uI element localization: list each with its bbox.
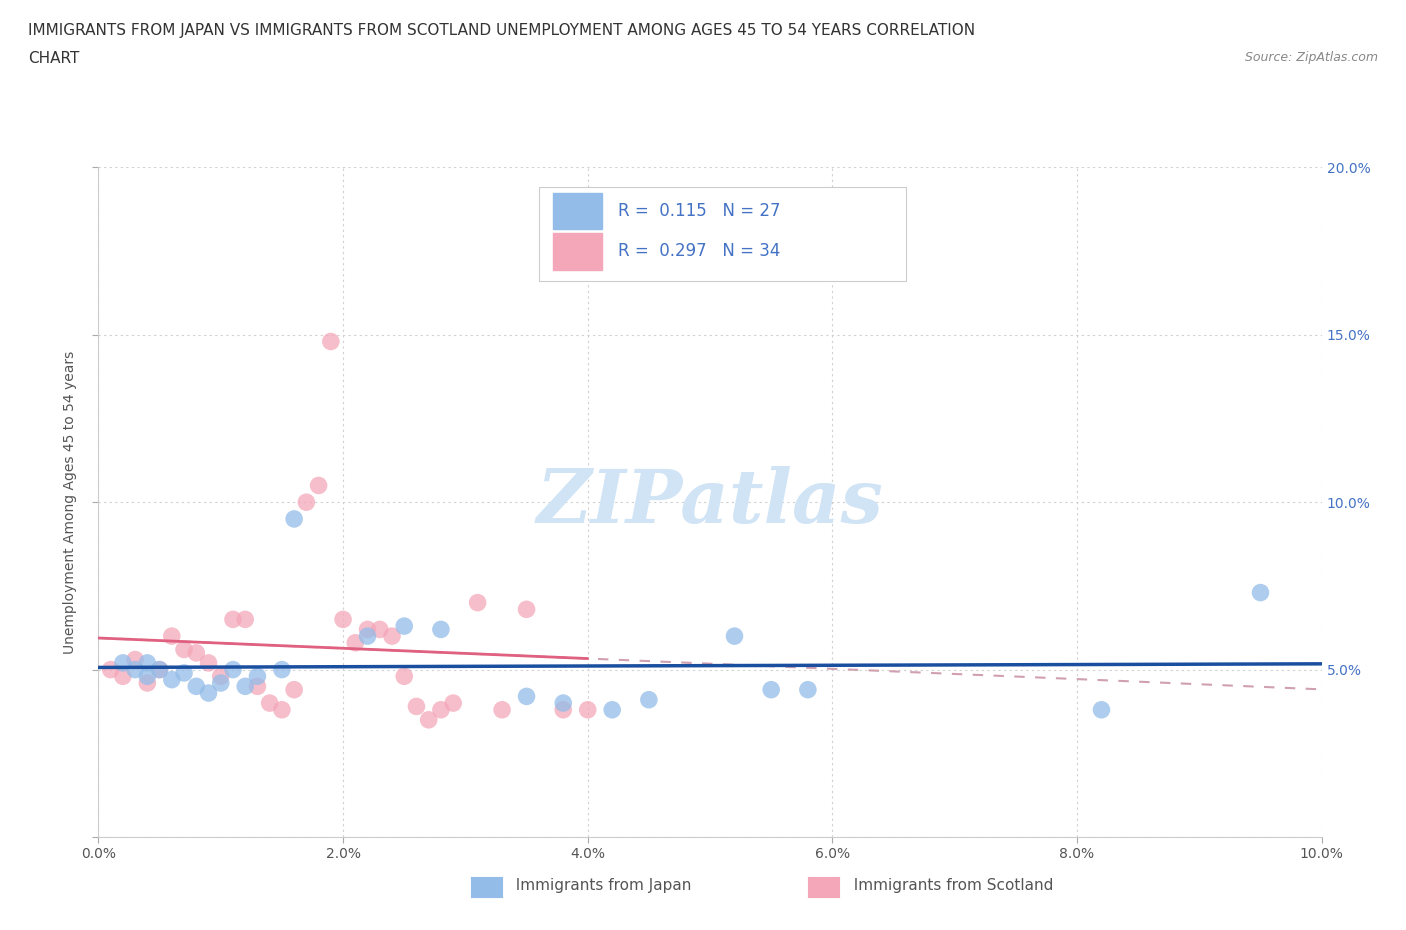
FancyBboxPatch shape	[554, 193, 602, 230]
Point	[173, 666, 195, 681]
Point	[430, 702, 453, 717]
Point	[111, 669, 134, 684]
Point	[1249, 585, 1271, 600]
Point	[270, 702, 292, 717]
Point	[491, 702, 513, 717]
Point	[100, 662, 122, 677]
Text: R =  0.115   N = 27: R = 0.115 N = 27	[619, 202, 780, 219]
Point	[197, 656, 219, 671]
Point	[319, 334, 342, 349]
Text: Source: ZipAtlas.com: Source: ZipAtlas.com	[1244, 51, 1378, 64]
Point	[246, 669, 269, 684]
Point	[430, 622, 453, 637]
Point	[356, 622, 378, 637]
Point	[797, 683, 820, 698]
Text: R =  0.297   N = 34: R = 0.297 N = 34	[619, 242, 780, 260]
Point	[381, 629, 404, 644]
Point	[124, 662, 146, 677]
Text: Immigrants from Japan: Immigrants from Japan	[506, 878, 692, 893]
Point	[136, 656, 159, 671]
Point	[233, 679, 256, 694]
Point	[209, 675, 232, 690]
Point	[233, 612, 256, 627]
Point	[516, 689, 538, 704]
Point	[332, 612, 354, 627]
Point	[405, 699, 427, 714]
Point	[723, 629, 745, 644]
Point	[467, 595, 489, 610]
Point	[270, 662, 292, 677]
Point	[259, 696, 281, 711]
Text: CHART: CHART	[28, 51, 80, 66]
Point	[136, 675, 159, 690]
Point	[186, 679, 208, 694]
Point	[1090, 702, 1112, 717]
Point	[308, 478, 330, 493]
Point	[209, 669, 232, 684]
Point	[759, 683, 782, 698]
Text: ZIPatlas: ZIPatlas	[537, 466, 883, 538]
Point	[637, 692, 661, 707]
Point	[392, 669, 416, 684]
Point	[124, 652, 146, 667]
Point	[222, 612, 245, 627]
Point	[160, 629, 183, 644]
Point	[356, 629, 378, 644]
Point	[516, 602, 538, 617]
Point	[186, 645, 208, 660]
Point	[295, 495, 318, 510]
Point	[197, 685, 219, 700]
Point	[160, 672, 183, 687]
Point	[283, 683, 305, 698]
Point	[222, 662, 245, 677]
Point	[149, 662, 172, 677]
Point	[149, 662, 172, 677]
Point	[173, 642, 195, 657]
Y-axis label: Unemployment Among Ages 45 to 54 years: Unemployment Among Ages 45 to 54 years	[63, 351, 77, 654]
Text: IMMIGRANTS FROM JAPAN VS IMMIGRANTS FROM SCOTLAND UNEMPLOYMENT AMONG AGES 45 TO : IMMIGRANTS FROM JAPAN VS IMMIGRANTS FROM…	[28, 23, 976, 38]
Point	[344, 635, 367, 650]
Point	[136, 669, 159, 684]
Point	[418, 712, 440, 727]
FancyBboxPatch shape	[538, 188, 905, 281]
Point	[368, 622, 391, 637]
Point	[553, 702, 575, 717]
Point	[246, 679, 269, 694]
Point	[392, 618, 416, 633]
Text: Immigrants from Scotland: Immigrants from Scotland	[844, 878, 1053, 893]
Point	[111, 656, 134, 671]
Point	[553, 696, 575, 711]
Point	[600, 702, 623, 717]
Point	[283, 512, 305, 526]
Point	[576, 702, 599, 717]
FancyBboxPatch shape	[554, 232, 602, 270]
Point	[441, 696, 464, 711]
